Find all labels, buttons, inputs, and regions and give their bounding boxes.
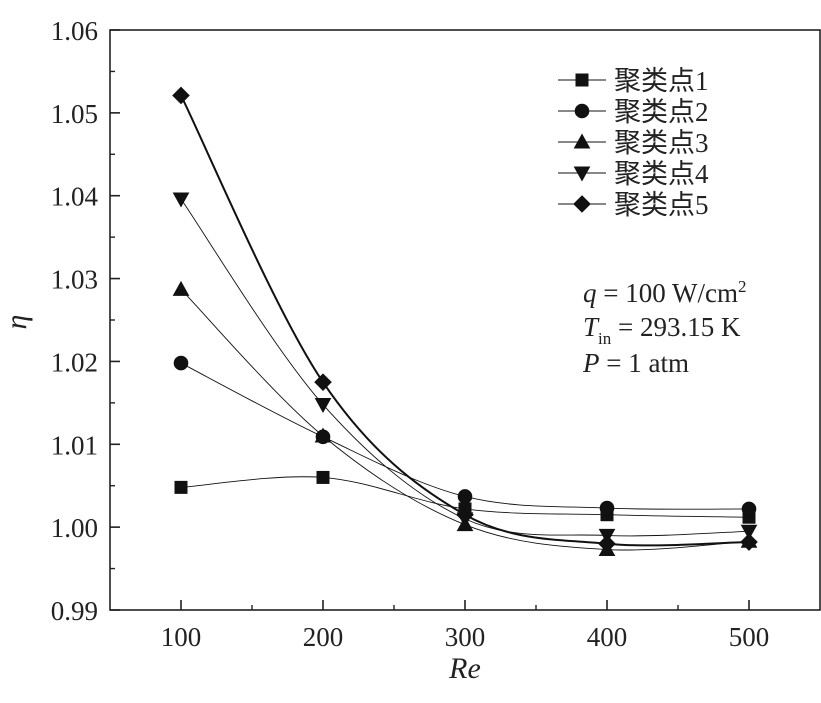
y-axis-title: η [0, 315, 33, 330]
x-tick-label: 400 [587, 622, 628, 652]
legend-label-2: 聚类点2 [614, 97, 709, 127]
x-tick-label: 300 [445, 622, 486, 652]
series-1-point [174, 480, 188, 494]
annotation-t-symbol: T [583, 312, 600, 342]
y-tick-label: 1.05 [51, 99, 98, 129]
y-tick-label: 1.01 [51, 430, 98, 460]
annotation-q-sup: 2 [738, 277, 747, 296]
x-axis-title: Re [448, 652, 481, 685]
annotation-heat-flux: q = 100 W/cm2 [583, 277, 746, 308]
legend-label-1: 聚类点1 [614, 66, 709, 96]
series-4-point [314, 398, 332, 414]
y-tick-label: 1.04 [51, 182, 99, 212]
series-markers [172, 86, 758, 557]
annotation-t-sub: in [598, 329, 612, 348]
annotation-p-symbol: P [582, 348, 600, 378]
legend-marker [574, 103, 590, 119]
y-tick-label: 1.06 [51, 16, 98, 46]
y-tick-label: 0.99 [51, 596, 98, 626]
series-4-line [180, 198, 750, 537]
legend-label-4: 聚类点4 [614, 159, 709, 189]
y-tick-label: 1.00 [51, 513, 98, 543]
annotation-inlet-temperature: Tin = 293.15 K [583, 312, 741, 348]
annotation-q-symbol: q [583, 278, 597, 308]
series-2-point [741, 501, 757, 517]
series-3-point [172, 280, 190, 296]
series-1-point [316, 470, 330, 484]
legend-marker [575, 73, 589, 87]
y-tick-label: 1.02 [51, 347, 98, 377]
condition-annotation: q = 100 W/cm2 Tin = 293.15 K P = 1 atm [582, 277, 746, 378]
annotation-pressure: P = 1 atm [582, 348, 689, 378]
x-tick-label: 100 [161, 622, 202, 652]
series-4-point [172, 192, 190, 208]
series-3-line [180, 289, 750, 551]
legend-marker [573, 133, 591, 149]
axes: 0.99 1.00 1.01 1.02 1.03 1.04 1.05 1.06 100 200 30… [51, 16, 770, 652]
series-5-point [598, 534, 616, 553]
annotation-q-value: = 100 W/cm [597, 278, 738, 308]
legend-marker [573, 166, 591, 182]
series-5-point [314, 373, 332, 391]
series-5-point [172, 86, 190, 105]
x-tick-label: 200 [303, 622, 344, 652]
series-3-point [314, 427, 332, 443]
legend-label-5: 聚类点5 [614, 190, 709, 220]
annotation-t-value: = 293.15 K [611, 312, 741, 342]
y-tick-label: 1.03 [51, 265, 98, 295]
legend-label-3: 聚类点3 [614, 128, 709, 158]
series-2-point [173, 355, 189, 371]
x-tick-label: 500 [729, 622, 770, 652]
annotation-p-value: = 1 atm [600, 348, 689, 378]
series-5-point [456, 505, 474, 524]
series-4-point [740, 524, 758, 540]
series-2-point [457, 489, 473, 504]
series-5-line [180, 95, 750, 547]
series-2-point [599, 500, 615, 516]
legend-marker [573, 195, 591, 213]
series-5-point [740, 533, 758, 551]
